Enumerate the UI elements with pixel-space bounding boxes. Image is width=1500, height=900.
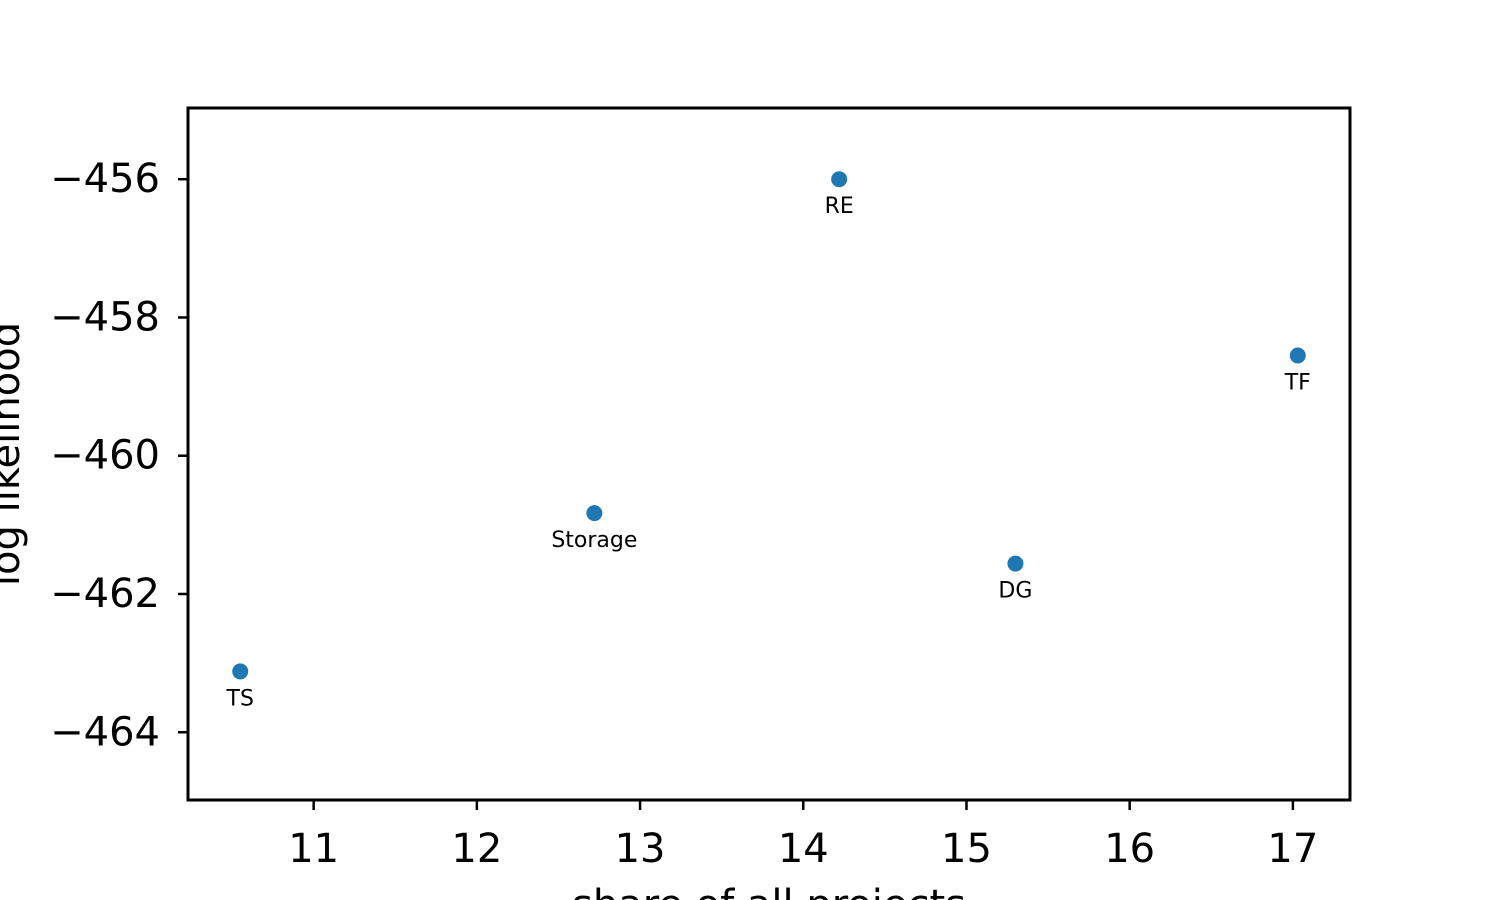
y-tick-label: −462 [50,571,160,617]
y-tick-label: −458 [50,294,160,340]
data-point [586,505,603,522]
x-axis-ticks: 11 12 13 14 15 16 17 [288,800,1318,872]
y-tick-label: −456 [50,156,160,202]
data-point [831,171,848,188]
x-tick-label: 15 [941,826,992,872]
y-axis-label: log likelihood [0,322,29,586]
axes-frame [186,106,1352,802]
x-tick-label: 17 [1267,826,1318,872]
data-point-label: TF [1284,370,1311,395]
y-tick-label: −460 [50,433,160,479]
x-tick-label: 16 [1104,826,1155,872]
data-point-label: TS [226,686,254,711]
x-tick-label: 14 [778,826,829,872]
data-point-label: DG [998,579,1032,604]
data-points: TS Storage RE DG TF [226,171,1311,711]
data-point [1289,347,1306,364]
x-tick-label: 12 [451,826,502,872]
data-point [1007,555,1024,572]
x-tick-label: 11 [288,826,339,872]
x-axis-label: share of all projects [572,882,966,900]
y-axis-ticks: −456 −458 −460 −462 −464 [50,156,188,755]
y-tick-label: −464 [50,709,160,755]
data-point-label: RE [825,194,854,219]
x-tick-label: 13 [615,826,666,872]
data-point [232,663,249,680]
data-point-label: Storage [551,528,637,553]
